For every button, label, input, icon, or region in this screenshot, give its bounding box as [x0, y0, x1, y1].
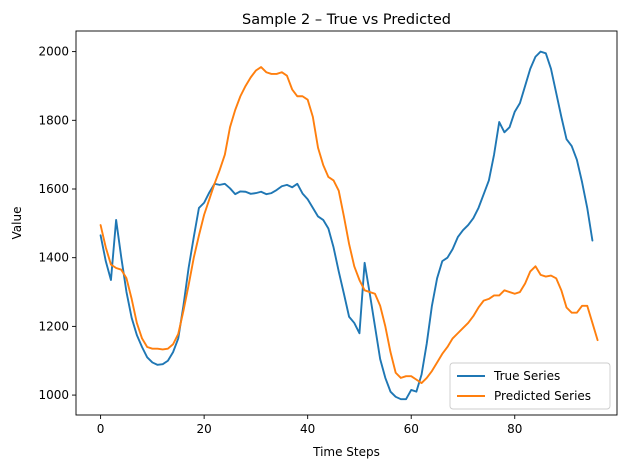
- plot-area: [75, 30, 618, 416]
- axes-frame: [75, 30, 618, 416]
- chart-title: Sample 2 – True vs Predicted: [242, 12, 451, 28]
- y-axis-label: Value: [10, 207, 24, 240]
- x-tick-label: 0: [97, 422, 105, 436]
- y-tick-label: 2000: [38, 45, 69, 59]
- x-tick-label: 60: [404, 422, 419, 436]
- series-line-predicted-series: [99, 66, 599, 385]
- legend: True Series Predicted Series: [449, 362, 611, 410]
- x-axis-label: Time Steps: [312, 445, 380, 459]
- y-tick-label: 1000: [38, 388, 69, 402]
- y-tick-label: 1400: [38, 251, 69, 265]
- legend-box: [449, 362, 611, 410]
- x-tick-label: 20: [196, 422, 211, 436]
- x-tick-label: 40: [300, 422, 315, 436]
- y-tick-label: 1200: [38, 319, 69, 333]
- y-axis-ticks: 1000 1200 1400 1600 1800 2000: [38, 45, 76, 402]
- series-layer: [99, 50, 599, 401]
- x-axis-ticks: 0 20 40 60 80: [97, 415, 522, 436]
- legend-label-predicted-series: Predicted Series: [494, 389, 591, 403]
- y-tick-label: 1600: [38, 182, 69, 196]
- y-tick-label: 1800: [38, 113, 69, 127]
- legend-label-true-series: True Series: [493, 369, 560, 383]
- x-tick-label: 80: [507, 422, 522, 436]
